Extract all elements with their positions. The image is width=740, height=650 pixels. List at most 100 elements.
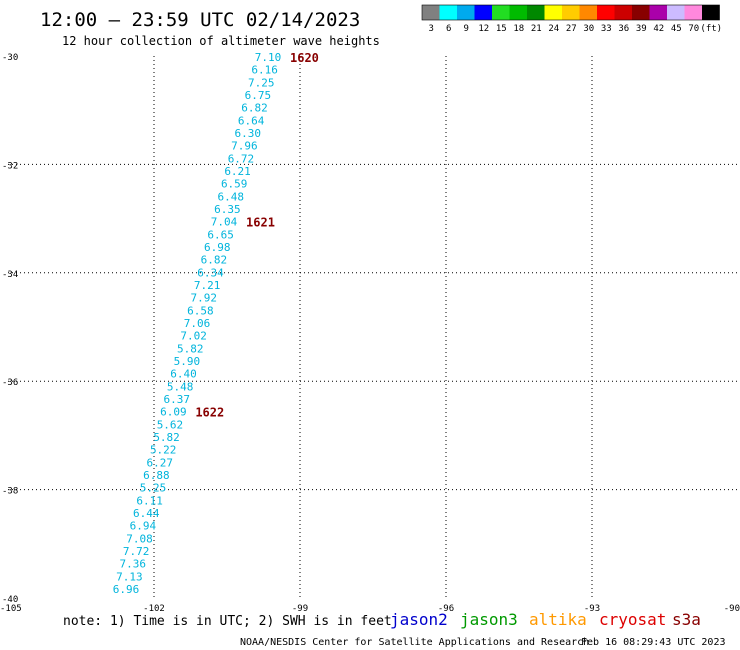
latitude-labels: -30 -32 -34 -36 -38 -40 xyxy=(2,53,18,605)
longitude-label: -99 xyxy=(292,604,308,614)
latitude-label: -30 xyxy=(2,53,18,63)
color-legend: 3 6 9 12 15 18 21 24 27 30 33 36 39 42 45 70 (ft) xyxy=(421,4,722,34)
legend-label: 27 xyxy=(566,24,577,34)
satellite-name: cryosat xyxy=(599,610,666,629)
satellite-name: altika xyxy=(529,610,587,629)
wave-height-value: 6.27 xyxy=(147,456,174,469)
wave-height-value: 6.37 xyxy=(163,393,190,406)
legend-label: 39 xyxy=(636,24,647,34)
satellite-name: jason3 xyxy=(460,610,518,629)
legend-swatch xyxy=(614,5,632,20)
longitude-label: -105 xyxy=(0,604,22,614)
wave-height-track: 7.106.167.256.756.826.646.307.966.726.21… xyxy=(113,51,282,596)
legend-label: 9 xyxy=(464,24,469,34)
legend-label: 70 xyxy=(688,24,699,34)
legend-swatch xyxy=(579,5,597,20)
latitude-label: -38 xyxy=(2,487,18,497)
legend-label: 15 xyxy=(496,24,507,34)
longitude-label: -102 xyxy=(143,604,165,614)
wave-height-value: 5.82 xyxy=(153,431,180,444)
wave-height-value: 6.58 xyxy=(187,304,214,317)
longitude-labels: -105 -102 -99 -96 -93 -90 xyxy=(0,604,740,614)
wave-height-value: 6.09 xyxy=(160,406,187,419)
wave-height-value: 7.92 xyxy=(191,292,218,305)
legend-label: 33 xyxy=(601,24,612,34)
wave-height-value: 6.11 xyxy=(136,494,163,507)
wave-height-value: 6.96 xyxy=(113,583,140,596)
pass-time-label: 1620 xyxy=(290,51,319,65)
wave-height-value: 6.82 xyxy=(241,102,268,115)
satellite-name: s3a xyxy=(672,610,701,629)
wave-height-value: 7.08 xyxy=(126,532,153,545)
map-title: 12:00 – 23:59 UTC 02/14/2023 xyxy=(40,9,360,31)
wave-height-value: 6.88 xyxy=(143,469,170,482)
wave-height-value: 7.96 xyxy=(231,140,258,153)
wave-height-value: 7.02 xyxy=(180,330,207,343)
wave-height-value: 5.90 xyxy=(174,355,201,368)
wave-height-value: 6.72 xyxy=(228,152,255,165)
units-note: note: 1) Time is in UTC; 2) SWH is in fe… xyxy=(63,614,392,629)
footer-credit: NOAA/NESDIS Center for Satellite Applica… xyxy=(240,637,589,648)
legend-swatch xyxy=(457,5,475,20)
longitude-label: -93 xyxy=(584,604,600,614)
legend-swatch xyxy=(527,5,545,20)
wave-height-value: 7.25 xyxy=(248,76,275,89)
wave-height-value: 5.22 xyxy=(150,444,177,457)
legend-label: 12 xyxy=(478,24,489,34)
wave-height-value: 6.75 xyxy=(245,89,272,102)
legend-swatch xyxy=(544,5,562,20)
latitude-label: -34 xyxy=(2,270,18,280)
wave-height-value: 7.10 xyxy=(255,51,282,64)
wave-height-value: 6.44 xyxy=(133,507,160,520)
footer-timestamp: Feb 16 08:29:43 UTC 2023 xyxy=(581,637,726,648)
legend-swatch xyxy=(422,5,440,20)
legend-swatch xyxy=(667,5,685,20)
wave-height-value: 7.72 xyxy=(123,545,150,558)
legend-label: 45 xyxy=(671,24,682,34)
legend-label: 36 xyxy=(618,24,629,34)
pass-time-label: 1621 xyxy=(246,216,275,230)
satellite-legend: jason2 jason3 altika cryosat s3a xyxy=(390,610,701,629)
wave-height-value: 6.34 xyxy=(197,266,224,279)
wave-height-value: 7.04 xyxy=(211,216,238,229)
legend-swatch xyxy=(562,5,580,20)
legend-label: 6 xyxy=(446,24,451,34)
wave-height-value: 6.48 xyxy=(218,190,245,203)
wave-height-value: 5.25 xyxy=(140,482,167,495)
legend-swatch xyxy=(439,5,457,20)
pass-time-labels: 1620 1621 1622 xyxy=(195,51,319,420)
wave-height-value: 6.40 xyxy=(170,368,197,381)
longitude-label: -96 xyxy=(438,604,454,614)
legend-label: (ft) xyxy=(700,24,722,34)
wave-height-value: 5.82 xyxy=(177,342,204,355)
wave-height-value: 6.64 xyxy=(238,114,265,127)
wave-height-value: 6.16 xyxy=(251,64,278,77)
wave-height-value: 7.21 xyxy=(194,279,221,292)
legend-swatch xyxy=(509,5,527,20)
legend-swatch xyxy=(649,5,667,20)
pass-time-label: 1622 xyxy=(195,406,224,420)
legend-label: 21 xyxy=(531,24,542,34)
legend-swatch xyxy=(492,5,510,20)
satellite-name: jason2 xyxy=(390,610,448,629)
legend-swatch xyxy=(597,5,615,20)
longitude-label: -90 xyxy=(724,604,740,614)
wave-height-value: 6.82 xyxy=(201,254,228,267)
legend-label: 3 xyxy=(429,24,434,34)
wave-height-value: 7.13 xyxy=(116,570,143,583)
legend-label: 24 xyxy=(548,24,559,34)
wave-height-value: 6.65 xyxy=(207,228,234,241)
wave-height-value: 7.36 xyxy=(120,558,147,571)
wave-height-value: 6.98 xyxy=(204,241,231,254)
legend-label: 18 xyxy=(513,24,524,34)
wave-height-value: 7.06 xyxy=(184,317,211,330)
wave-height-value: 6.30 xyxy=(234,127,261,140)
wave-height-value: 5.62 xyxy=(157,418,184,431)
wave-height-value: 6.94 xyxy=(130,520,157,533)
legend-label: 30 xyxy=(583,24,594,34)
map-grid xyxy=(8,56,738,598)
latitude-label: -36 xyxy=(2,378,18,388)
latitude-label: -40 xyxy=(2,595,18,605)
wave-height-value: 6.59 xyxy=(221,178,248,191)
wave-height-value: 6.35 xyxy=(214,203,241,216)
